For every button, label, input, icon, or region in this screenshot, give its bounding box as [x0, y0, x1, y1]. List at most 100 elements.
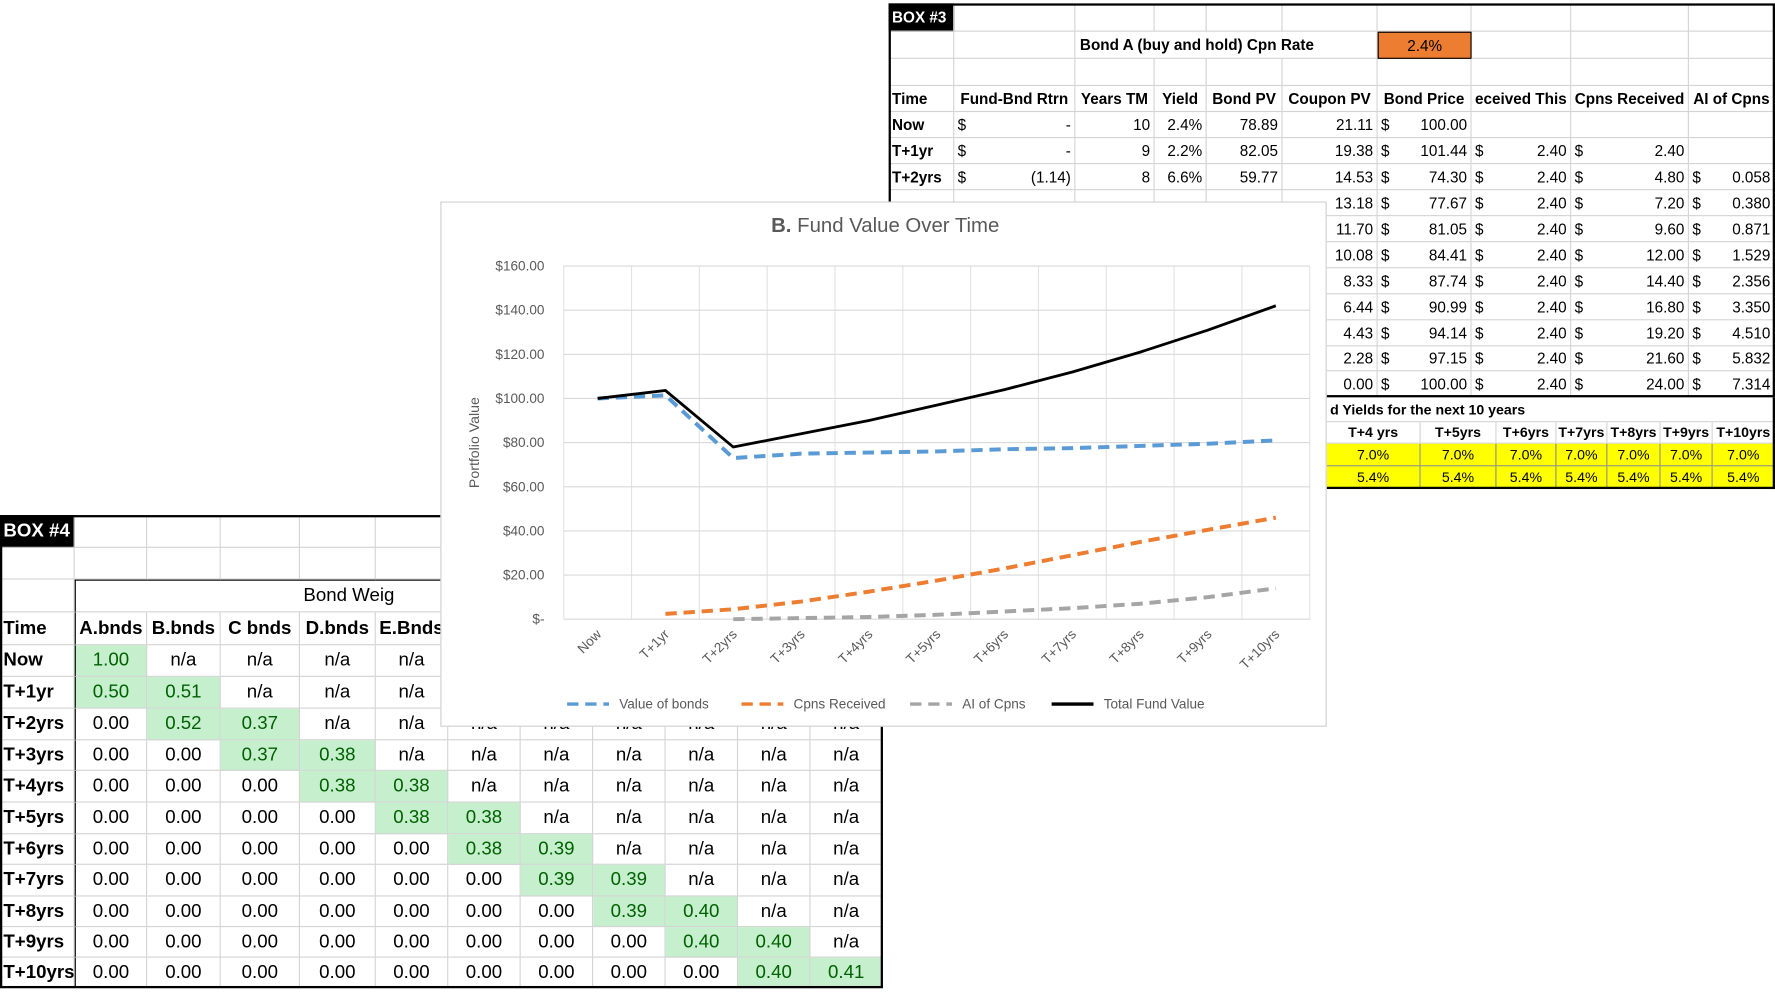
y-axis-label: Portfolio Value: [466, 397, 482, 488]
cell: [1377, 58, 1472, 87]
cell: 0.00: [299, 896, 376, 928]
title-prefix: B.: [771, 215, 791, 237]
cell: n/a: [375, 645, 449, 677]
cell: n/a: [375, 708, 449, 741]
cell: 5.4%: [1556, 466, 1608, 490]
cell: n/a: [738, 740, 811, 771]
cell: [74, 515, 148, 548]
cell: [0, 579, 75, 613]
cell: n/a: [220, 676, 300, 709]
cell: $2.40: [1471, 346, 1572, 372]
cell: [1571, 112, 1689, 139]
cell: n/a: [520, 802, 594, 835]
currency-symbol: $: [1574, 220, 1584, 238]
cell: [74, 547, 148, 580]
cell: 82.05: [1206, 138, 1283, 165]
cell: 0.40: [665, 927, 739, 958]
cell: [1471, 31, 1572, 59]
cell: 0.00: [74, 770, 148, 803]
y-tick-label: $80.00: [503, 435, 545, 450]
cell: Now: [0, 645, 75, 677]
cell: [1688, 31, 1775, 59]
cell: $5.832: [1688, 346, 1775, 372]
cell: [299, 515, 376, 548]
series-line: [597, 304, 1277, 449]
x-tick-label: T+5yrs: [903, 626, 943, 666]
cell: $2.40: [1471, 164, 1572, 191]
cell: [220, 547, 300, 580]
cell-value: 2.40: [1536, 220, 1567, 238]
cell: 0.00: [299, 864, 376, 897]
cell-value: 100.00: [1420, 375, 1468, 393]
currency-symbol: $: [1574, 194, 1584, 212]
cell: 0.00: [299, 957, 376, 989]
cell: Years TM: [1075, 86, 1155, 113]
currency-symbol: $: [1574, 349, 1584, 367]
cell: 0.00: [299, 927, 376, 958]
cell: 7.0%: [1660, 443, 1713, 467]
currency-symbol: $: [1692, 272, 1701, 290]
cell: 0.00: [147, 834, 221, 865]
x-tick-label: T+4yrs: [835, 626, 875, 666]
cell: 7.0%: [1420, 443, 1497, 467]
cell: BOX #4: [0, 515, 75, 548]
cell: [1471, 3, 1572, 32]
cell: n/a: [665, 802, 739, 835]
y-tick-label: $-: [532, 612, 544, 627]
cell: 7.0%: [1496, 443, 1557, 467]
cell: [220, 515, 300, 548]
cell: 0.40: [738, 927, 811, 958]
cell: 0.00: [147, 770, 221, 803]
cell: [1154, 3, 1207, 32]
cell: [1688, 3, 1775, 32]
cell: 21.11: [1282, 112, 1378, 139]
cell: Time: [0, 612, 75, 646]
y-tick-label: $20.00: [503, 568, 545, 583]
cell: $21.60: [1571, 346, 1689, 372]
cell: $2.40: [1571, 138, 1689, 165]
cell: $100.00: [1377, 371, 1472, 398]
cell: [1282, 3, 1378, 32]
cell: 0.41: [810, 957, 883, 989]
cell: [299, 547, 376, 580]
cell-value: 2.40: [1536, 194, 1567, 212]
cell: [375, 579, 449, 613]
cell: $2.40: [1471, 242, 1572, 269]
currency-symbol: $: [1574, 142, 1584, 160]
cell-value: 2.40: [1654, 142, 1685, 160]
cell: $2.40: [1471, 216, 1572, 243]
cell: [375, 515, 449, 548]
cell: Bond Weig: [299, 579, 394, 613]
cell: [1377, 3, 1472, 32]
cell: Fund-Bnd Rtrn: [954, 86, 1076, 113]
cell: $94.14: [1377, 320, 1472, 347]
cell: n/a: [375, 676, 449, 709]
currency-symbol: $: [957, 116, 967, 134]
currency-symbol: $: [1574, 375, 1584, 393]
cell: T+10yrs: [0, 957, 75, 989]
cell-value: 87.74: [1428, 272, 1468, 290]
cell-value: 94.14: [1428, 324, 1468, 342]
cell: [1688, 58, 1775, 87]
cell: n/a: [738, 864, 811, 897]
cell: n/a: [593, 802, 666, 835]
x-tick-label: T+9yrs: [1174, 626, 1214, 666]
cell: $87.74: [1377, 268, 1472, 295]
cell: [1075, 3, 1155, 32]
cell: n/a: [448, 740, 521, 771]
cell: 0.52: [147, 708, 221, 741]
cell: n/a: [810, 834, 883, 865]
cell: 0.39: [520, 834, 594, 865]
cell: 0.00: [520, 957, 594, 989]
cell: 5.4%: [1712, 466, 1775, 490]
cell: Coupon PV: [1282, 86, 1378, 113]
currency-symbol: $: [1381, 375, 1390, 393]
cell: $2.356: [1688, 268, 1775, 295]
cell: 0.00: [593, 957, 666, 989]
currency-symbol: $: [1692, 298, 1701, 316]
currency-symbol: $: [1474, 220, 1484, 238]
legend-label: Cpns Received: [794, 697, 886, 712]
cell-value: 2.356: [1732, 272, 1771, 290]
currency-symbol: $: [1381, 272, 1390, 290]
currency-symbol: $: [1692, 349, 1701, 367]
